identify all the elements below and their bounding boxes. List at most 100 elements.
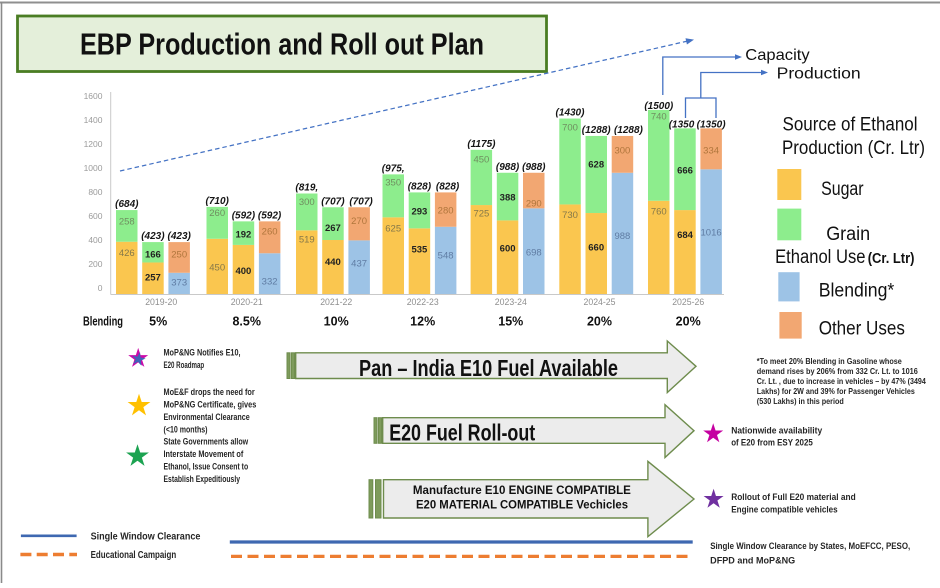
svg-text:2022-23: 2022-23 [407, 297, 439, 308]
svg-text:200: 200 [88, 259, 102, 269]
svg-text:760: 760 [651, 206, 667, 217]
svg-text:0: 0 [98, 283, 103, 293]
svg-text:(1500): (1500) [644, 101, 674, 112]
svg-text:Single Window Clearance by Sta: Single Window Clearance by States, MoEFC… [710, 541, 910, 551]
svg-text:258: 258 [119, 216, 135, 227]
svg-text:270: 270 [351, 216, 367, 227]
svg-text:(1350: (1350 [669, 119, 695, 130]
svg-text:2023-24: 2023-24 [495, 297, 527, 308]
svg-text:2021-22: 2021-22 [320, 297, 352, 308]
svg-text:15%: 15% [498, 315, 523, 329]
svg-text:535: 535 [411, 244, 428, 255]
svg-text:(828): (828) [408, 181, 432, 192]
svg-text:Rollout of Full E20 material a: Rollout of Full E20 material and [731, 492, 856, 503]
svg-text:388: 388 [500, 192, 516, 203]
svg-text:20%: 20% [587, 315, 612, 329]
svg-text:Educational Campaign: Educational Campaign [91, 550, 177, 561]
svg-text:Capacity: Capacity [745, 47, 809, 64]
svg-text:300: 300 [614, 145, 630, 156]
svg-text:290: 290 [526, 198, 542, 209]
svg-text:(988): (988) [496, 162, 520, 173]
svg-text:1000: 1000 [84, 163, 103, 173]
svg-text:(<10 months): (<10 months) [164, 425, 208, 435]
svg-text:293: 293 [411, 206, 427, 217]
svg-text:548: 548 [438, 251, 454, 262]
svg-text:(710): (710) [206, 196, 230, 207]
svg-text:10%: 10% [324, 315, 349, 329]
svg-text:400: 400 [235, 266, 251, 277]
svg-text:Interstate Movement of: Interstate Movement of [164, 449, 245, 459]
svg-text:Pan – India E10 Fuel Available: Pan – India E10 Fuel Available [359, 355, 618, 381]
svg-text:373: 373 [171, 278, 187, 289]
svg-text:740: 740 [651, 111, 667, 122]
svg-text:684: 684 [677, 230, 694, 241]
svg-text:State Governments allow: State Governments allow [164, 437, 249, 447]
svg-text:192: 192 [235, 230, 251, 241]
svg-text:332: 332 [262, 276, 278, 287]
svg-text:(988): (988) [522, 162, 546, 173]
svg-text:*To meet 20% Blending in Gasol: *To meet 20% Blending in Gasoline whose [757, 356, 902, 366]
svg-text:(423): (423) [168, 231, 192, 242]
svg-text:of E20 from ESY 2025: of E20 from ESY 2025 [731, 438, 813, 449]
svg-text:Other Uses: Other Uses [819, 318, 905, 339]
svg-text:Ethanol, Issue Consent to: Ethanol, Issue Consent to [164, 462, 249, 472]
svg-text:(530 Lakhs) in this period: (530 Lakhs) in this period [757, 396, 844, 406]
svg-text:(975,: (975, [382, 163, 405, 174]
svg-text:(1288): (1288) [582, 125, 612, 136]
svg-text:(1430): (1430) [556, 108, 586, 119]
svg-text:260: 260 [262, 226, 278, 237]
svg-text:2024-25: 2024-25 [584, 297, 616, 308]
svg-text:(819,: (819, [295, 183, 318, 194]
svg-text:Production (Cr. Ltr): Production (Cr. Ltr) [782, 138, 925, 159]
svg-text:Engine compatible vehicles: Engine compatible vehicles [731, 505, 838, 516]
svg-text:1016: 1016 [701, 227, 722, 238]
svg-text:demand rises by 206% from 332: demand rises by 206% from 332 Cr. Lt. to… [757, 366, 918, 376]
svg-text:5%: 5% [149, 315, 167, 329]
svg-text:E20 Roadmap: E20 Roadmap [164, 360, 205, 370]
svg-text:Sugar: Sugar [821, 179, 864, 200]
svg-text:698: 698 [526, 247, 542, 258]
svg-text:Blending: Blending [83, 315, 123, 329]
svg-text:600: 600 [88, 211, 102, 221]
svg-text:Environmental Clearance: Environmental Clearance [164, 412, 250, 422]
svg-text:12%: 12% [410, 315, 435, 329]
svg-text:Source of Ethanol: Source of Ethanol [783, 115, 918, 136]
svg-text:988: 988 [614, 231, 630, 242]
svg-text:E20 Fuel Roll-out: E20 Fuel Roll-out [389, 419, 535, 445]
svg-text:Cr. Lt. , due to increase in v: Cr. Lt. , due to increase in vehicles – … [757, 376, 926, 386]
svg-text:MoP&NG Certificate, gives: MoP&NG Certificate, gives [164, 400, 257, 410]
svg-text:437: 437 [351, 259, 367, 270]
svg-text:280: 280 [438, 205, 454, 216]
svg-text:Manufacture E10 ENGINE COMPATI: Manufacture E10 ENGINE COMPATIBLE [413, 483, 631, 497]
svg-text:DFPD and MoP&NG: DFPD and MoP&NG [710, 556, 795, 566]
svg-text:725: 725 [473, 208, 489, 219]
svg-text:(1350): (1350) [697, 119, 727, 130]
svg-text:400: 400 [88, 235, 102, 245]
svg-text:666: 666 [677, 165, 693, 176]
svg-text:20%: 20% [676, 315, 701, 329]
svg-text:(592): (592) [258, 210, 282, 221]
svg-text:2019-20: 2019-20 [145, 297, 177, 308]
svg-text:MoP&NG Notifies E10,: MoP&NG Notifies E10, [164, 348, 241, 358]
svg-text:800: 800 [88, 187, 102, 197]
svg-text:Lakhs) for 2W and 39% for Pass: Lakhs) for 2W and 39% for Passenger Vehi… [757, 386, 915, 396]
svg-text:(707): (707) [349, 196, 373, 207]
svg-text:166: 166 [145, 250, 161, 261]
svg-text:600: 600 [500, 244, 516, 255]
svg-text:Single Window Clearance: Single Window Clearance [91, 532, 201, 543]
svg-text:(1288): (1288) [614, 125, 644, 136]
svg-text:700: 700 [562, 122, 578, 133]
svg-text:Nationwide availability: Nationwide availability [731, 426, 823, 437]
svg-text:440: 440 [325, 257, 341, 268]
svg-text:(423): (423) [141, 231, 165, 242]
svg-text:1200: 1200 [84, 139, 103, 149]
svg-text:E20 MATERIAL COMPATIBLE Vechic: E20 MATERIAL COMPATIBLE Vechicles [416, 498, 628, 512]
svg-text:257: 257 [145, 272, 161, 283]
svg-text:450: 450 [473, 154, 489, 165]
svg-text:Grain: Grain [826, 224, 870, 245]
svg-text:628: 628 [588, 159, 604, 170]
svg-text:(Cr. Ltr): (Cr. Ltr) [868, 251, 915, 267]
svg-text:334: 334 [703, 145, 719, 156]
svg-text:250: 250 [171, 250, 187, 261]
svg-text:EBP Production and Roll out Pl: EBP Production and Roll out Plan [80, 27, 484, 62]
